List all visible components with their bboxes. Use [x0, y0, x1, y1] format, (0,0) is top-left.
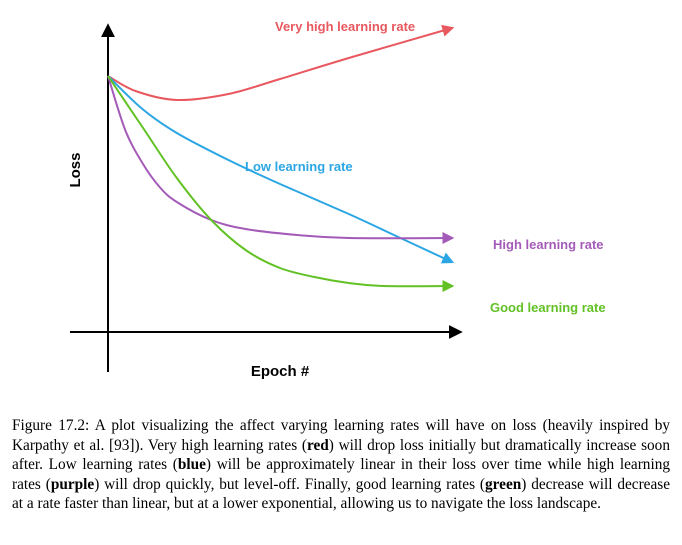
series-label-very-high-learning-rate: Very high learning rate	[275, 19, 415, 34]
series-line-low-learning-rate	[107, 75, 455, 264]
figure-caption: Figure 17.2: A plot visualizing the affe…	[12, 416, 670, 514]
caption-red: red	[306, 436, 329, 454]
series-label-good-learning-rate: Good learning rate	[490, 300, 606, 315]
caption-green: green	[485, 475, 522, 493]
y-axis-title: Loss	[67, 152, 84, 187]
x-axis-title: Epoch #	[251, 363, 310, 380]
caption-purple: purple	[50, 475, 95, 493]
series-label-low-learning-rate: Low learning rate	[245, 159, 353, 174]
series-line-very-high-learning-rate	[107, 24, 455, 102]
series-label-high-learning-rate: High learning rate	[493, 237, 604, 252]
caption-text-3: ) will be approximately linear in their …	[12, 456, 671, 493]
caption-blue: blue	[177, 456, 206, 474]
caption-text-2: ) will drop loss initially but dramatica…	[12, 436, 670, 474]
caption-text-4: ) will drop quickly, but level-off. Fina…	[94, 475, 485, 493]
caption-text-5: ) decrease will decrease at a rate faste…	[12, 475, 670, 513]
loss-chart: Loss Epoch # Very high learning rate Low …	[67, 19, 606, 380]
series-line-high-learning-rate	[107, 75, 455, 245]
caption-text-1: Figure 17.2: A plot visualizing the affe…	[12, 417, 670, 454]
series-line-good-learning-rate	[107, 75, 455, 293]
